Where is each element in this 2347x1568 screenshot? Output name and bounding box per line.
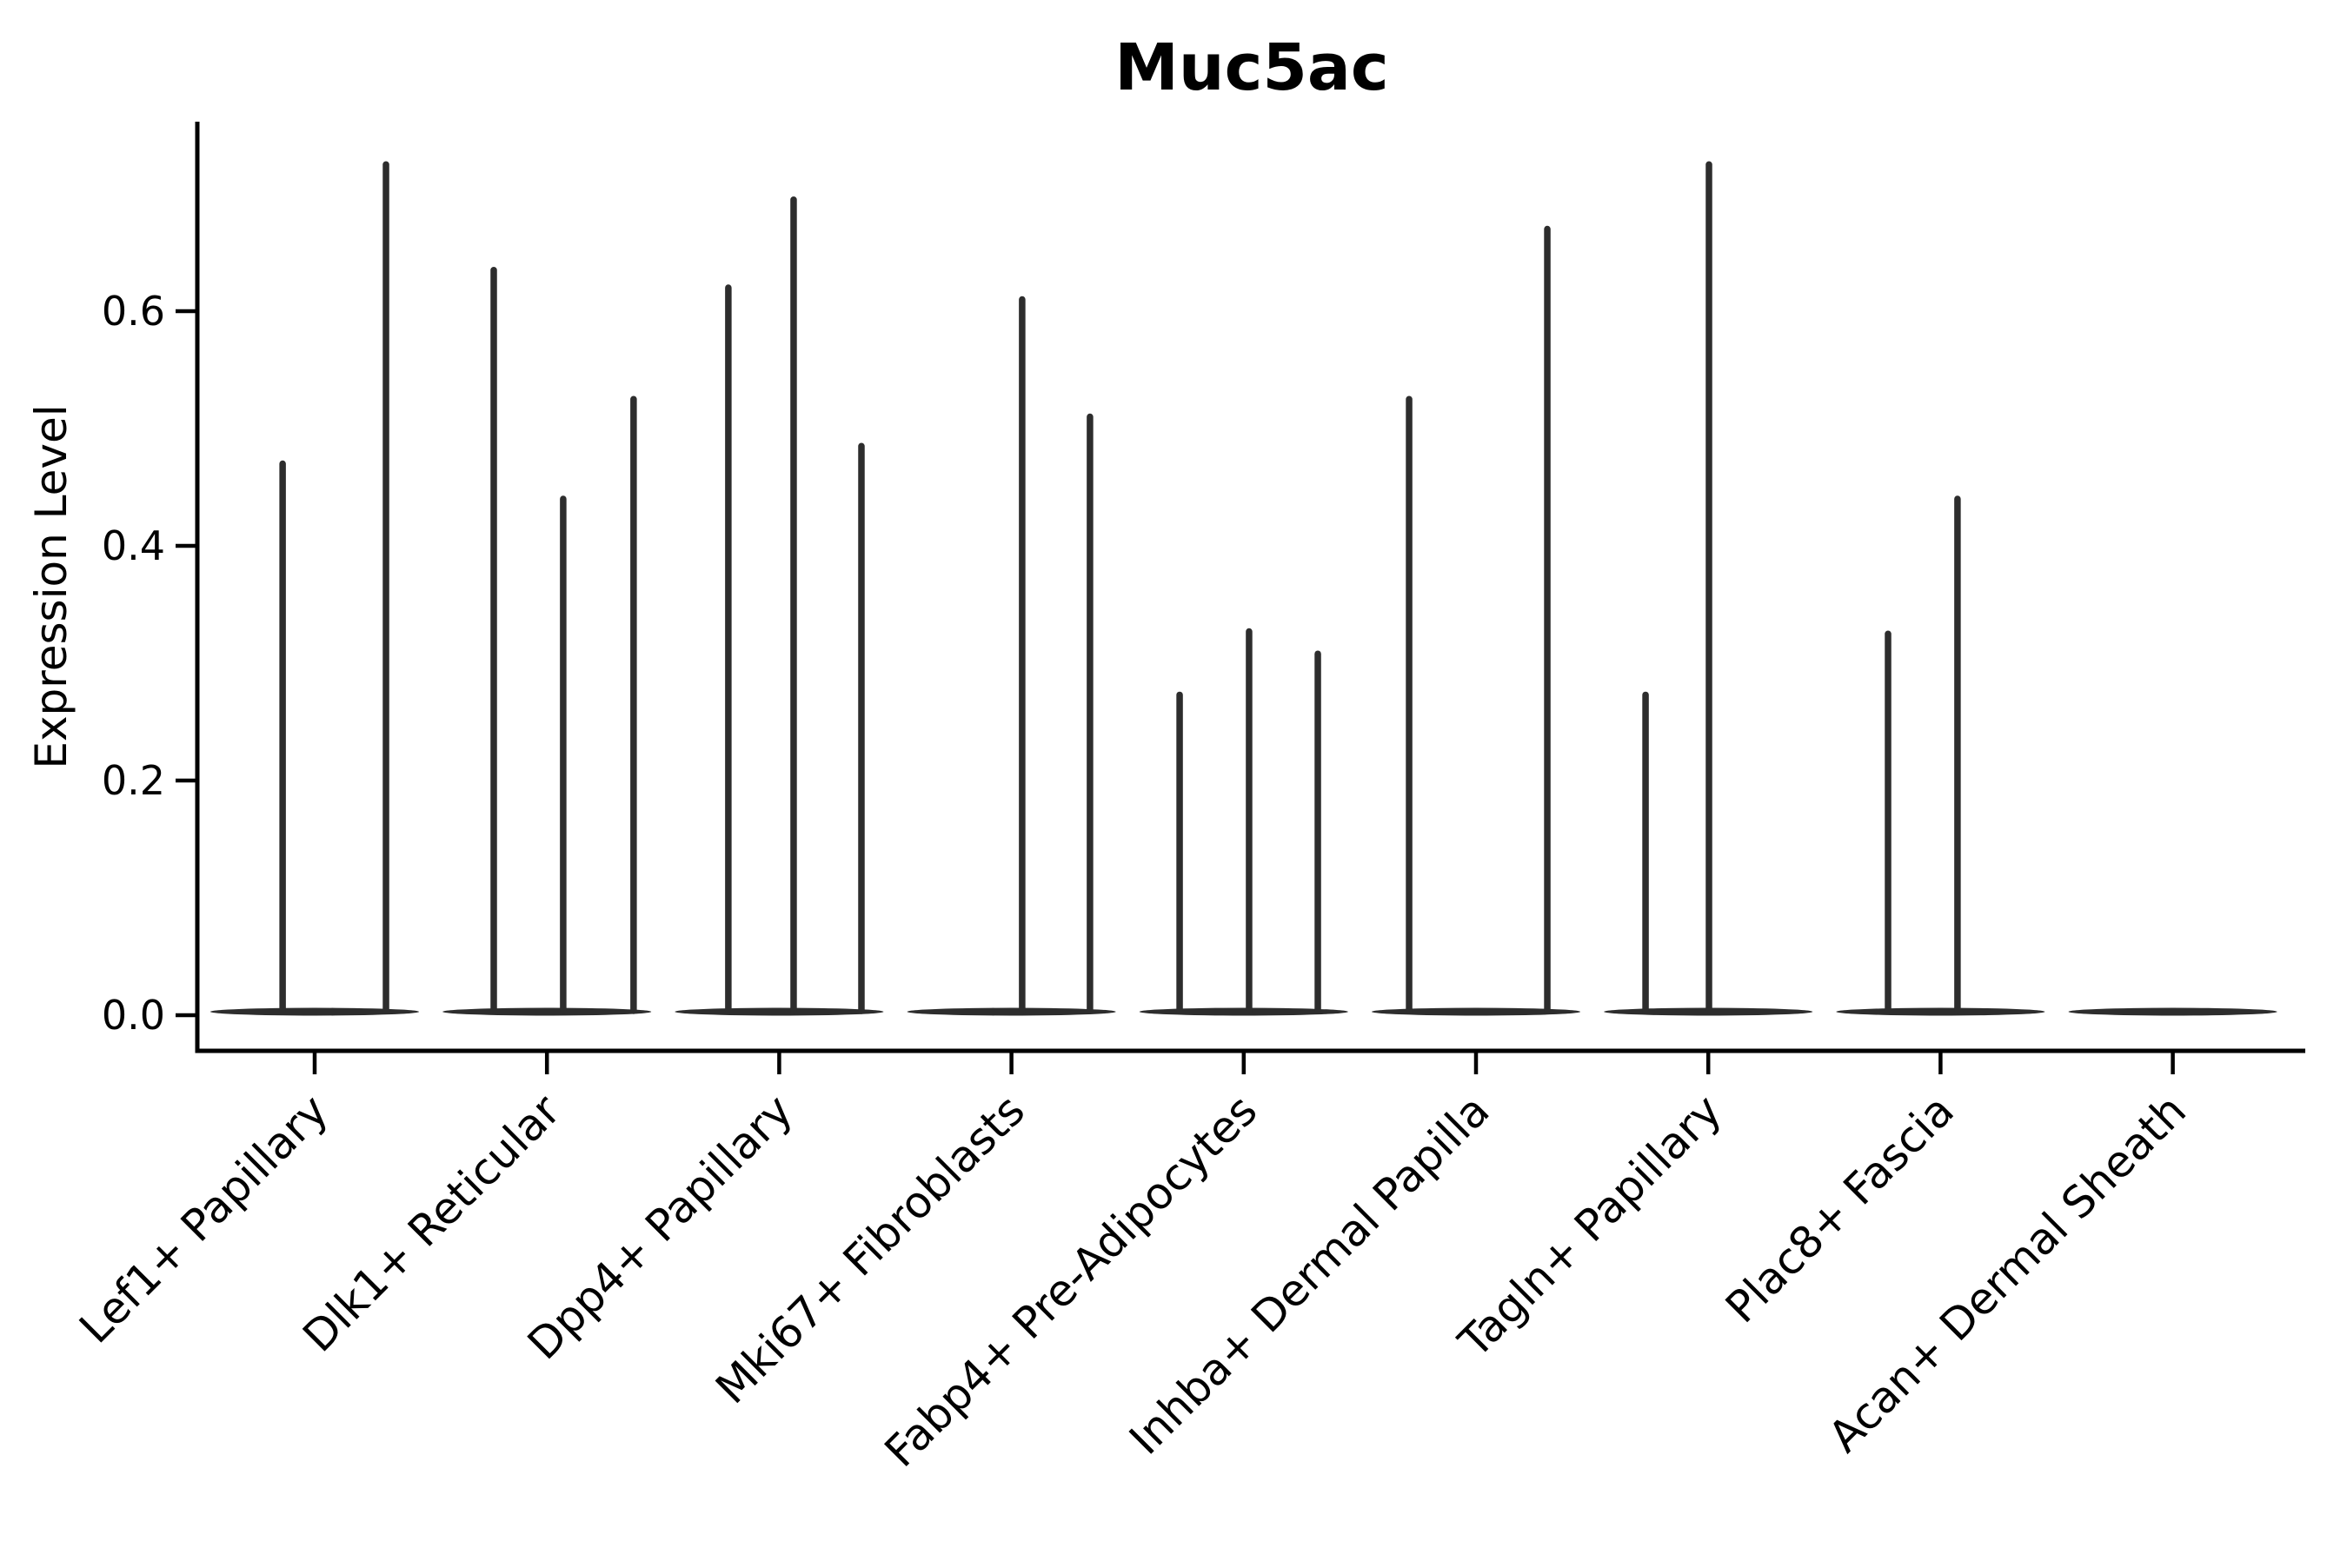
violin-zero-body [442, 1007, 652, 1016]
y-tick-label: 0.6 [102, 288, 165, 335]
plot-title: Muc5ac [1114, 30, 1388, 105]
y-tick-label: 0.2 [102, 757, 165, 804]
y-tick-label: 0.4 [102, 522, 165, 569]
violin-zero-body [2068, 1007, 2277, 1016]
violin-6 [1372, 225, 1580, 1016]
violin-3 [675, 196, 884, 1016]
axes-layer [176, 122, 2305, 1074]
violin-8 [1836, 495, 2045, 1016]
violin-zero-body [210, 1007, 419, 1016]
x-tick-label: Plac8+ Fascia [1716, 1085, 1964, 1332]
violin-zero-body [1836, 1007, 2045, 1016]
violin-zero-body [907, 1007, 1116, 1016]
violin-7 [1604, 161, 1813, 1016]
violin-4 [907, 296, 1116, 1016]
y-tick-label: 0.0 [102, 992, 165, 1039]
y-axis-label: Expression Level [26, 404, 76, 768]
x-tick-label: Lef1+ Papillary [70, 1085, 337, 1352]
violin-5 [1139, 628, 1348, 1016]
violin-2 [442, 267, 652, 1016]
x-tick-label: Dlk1+ Reticular [294, 1085, 570, 1361]
violin-9 [2068, 1007, 2277, 1016]
violin-zero-body [675, 1007, 884, 1016]
violins-layer [210, 161, 2277, 1016]
violin-1 [210, 161, 419, 1016]
violin-zero-body [1139, 1007, 1348, 1016]
x-tick-label: Fabp4+ Pre-Adipocytes [875, 1085, 1267, 1477]
violin-zero-body [1372, 1007, 1580, 1016]
